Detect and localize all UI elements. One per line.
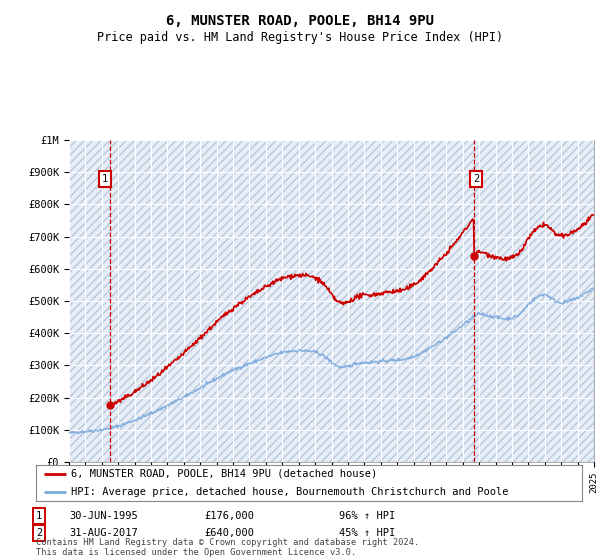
Bar — [69, 140, 594, 462]
Text: 31-AUG-2017: 31-AUG-2017 — [69, 528, 138, 538]
Text: 30-JUN-1995: 30-JUN-1995 — [69, 511, 138, 521]
Text: 1: 1 — [102, 174, 108, 184]
Text: Contains HM Land Registry data © Crown copyright and database right 2024.
This d: Contains HM Land Registry data © Crown c… — [36, 538, 419, 557]
Text: 96% ↑ HPI: 96% ↑ HPI — [339, 511, 395, 521]
Text: £176,000: £176,000 — [204, 511, 254, 521]
Text: 2: 2 — [36, 528, 42, 538]
Text: HPI: Average price, detached house, Bournemouth Christchurch and Poole: HPI: Average price, detached house, Bour… — [71, 487, 509, 497]
Text: 45% ↑ HPI: 45% ↑ HPI — [339, 528, 395, 538]
Text: 6, MUNSTER ROAD, POOLE, BH14 9PU (detached house): 6, MUNSTER ROAD, POOLE, BH14 9PU (detach… — [71, 469, 378, 479]
Text: £640,000: £640,000 — [204, 528, 254, 538]
Text: Price paid vs. HM Land Registry's House Price Index (HPI): Price paid vs. HM Land Registry's House … — [97, 31, 503, 44]
Text: 2: 2 — [473, 174, 479, 184]
Text: 1: 1 — [36, 511, 42, 521]
Text: 6, MUNSTER ROAD, POOLE, BH14 9PU: 6, MUNSTER ROAD, POOLE, BH14 9PU — [166, 14, 434, 28]
